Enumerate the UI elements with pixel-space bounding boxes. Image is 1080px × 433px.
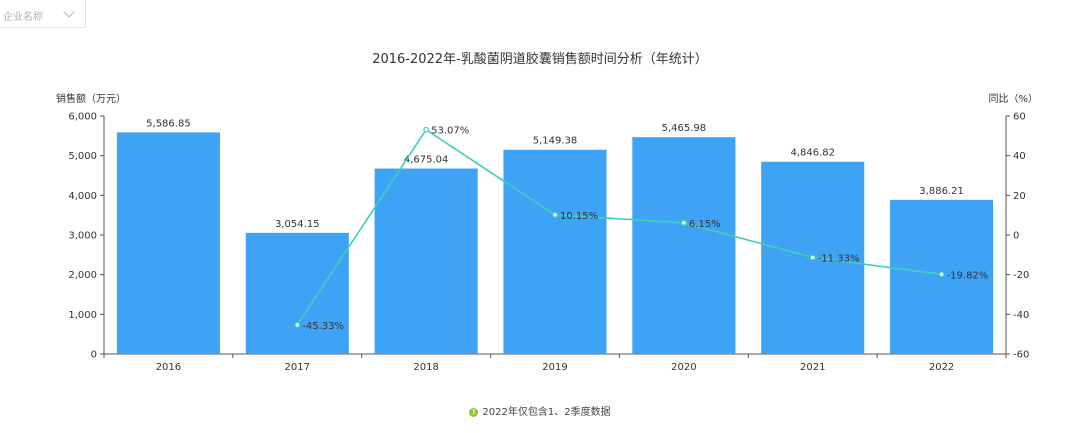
chart-title: 2016-2022年-乳酸菌阴道胶囊销售额时间分析（年统计） xyxy=(372,52,708,67)
yoy-point-2020 xyxy=(680,219,687,226)
right-tick-label: 20 xyxy=(1013,191,1026,202)
left-tick-label: 2,000 xyxy=(68,270,97,281)
x-tick-label: 2017 xyxy=(285,362,310,373)
left-tick-label: 6,000 xyxy=(68,112,97,123)
yoy-point-2021 xyxy=(809,254,816,261)
yoy-point-2017 xyxy=(294,322,301,328)
bar-value-label: 5,586.85 xyxy=(146,118,191,129)
x-tick-label: 2016 xyxy=(156,362,181,373)
bar-2018 xyxy=(374,168,478,354)
y-axis-title: 销售额（万元） xyxy=(56,92,126,105)
right-tick-label: -20 xyxy=(1013,270,1029,281)
yoy-point-2019 xyxy=(552,211,558,218)
yoy-point-2018 xyxy=(423,126,430,133)
x-tick-label: 2022 xyxy=(929,362,954,373)
bar-2016 xyxy=(116,132,220,354)
x-tick-label: 2021 xyxy=(800,362,825,373)
bar-2020 xyxy=(632,137,736,354)
bar-2017 xyxy=(245,232,349,354)
x-tick-label: 2018 xyxy=(413,362,438,373)
left-tick-label: 0 xyxy=(91,350,97,361)
x-tick-label: 2019 xyxy=(542,362,567,373)
bar-value-label: 4,675.04 xyxy=(404,155,449,166)
left-tick-label: 3,000 xyxy=(68,231,97,242)
right-tick-label: 40 xyxy=(1013,151,1026,162)
note-text: 2022年仅包含1、2季度数据 xyxy=(482,407,611,418)
company-name-filter[interactable]: 企业名称 xyxy=(0,0,86,28)
bar-value-label: 3,054.15 xyxy=(275,219,320,230)
yoy-value-label: -11.33% xyxy=(818,253,860,264)
left-tick-label: 5,000 xyxy=(68,151,97,162)
yoy-value-label: 53.07% xyxy=(431,126,469,137)
right-tick-label: -40 xyxy=(1013,310,1029,321)
bar-value-label: 3,886.21 xyxy=(919,186,964,197)
right-tick-label: 60 xyxy=(1013,112,1026,123)
yoy-point-2022 xyxy=(938,271,945,278)
yoy-growth-line xyxy=(296,128,942,326)
bar-value-label: 4,846.82 xyxy=(790,148,835,159)
bar-2019 xyxy=(503,149,607,354)
yoy-value-label: 6.15% xyxy=(689,219,721,230)
y2-axis-title: 同比（%） xyxy=(988,93,1038,105)
left-tick-label: 4,000 xyxy=(68,191,97,202)
left-tick-label: 1,000 xyxy=(68,310,97,321)
yoy-value-label: -19.82% xyxy=(947,270,989,281)
right-tick-label: 0 xyxy=(1013,231,1019,242)
bar-value-label: 5,149.38 xyxy=(533,136,578,147)
right-tick-label: -60 xyxy=(1013,350,1029,361)
bar-value-label: 5,465.98 xyxy=(662,123,707,134)
x-tick-label: 2020 xyxy=(671,362,696,373)
yoy-value-label: -45.33% xyxy=(302,321,344,332)
chart-note: ! 2022年仅包含1、2季度数据 xyxy=(0,403,1080,418)
exclamation-icon: ! xyxy=(469,407,479,417)
yoy-value-label: 10.15% xyxy=(560,211,598,222)
filter-placeholder: 企业名称 xyxy=(3,12,43,23)
